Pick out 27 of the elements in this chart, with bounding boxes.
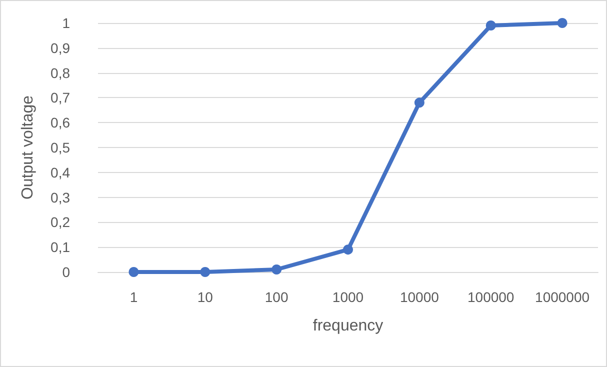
y-tick-label: 0,1 [50,239,70,256]
point [486,20,496,30]
x-tick-label: 1000000 [535,289,590,305]
point [272,264,282,275]
x-tick-label: 10000 [400,289,440,305]
x-tick-label: 10 [197,289,214,305]
y-tick-label: 0,2 [50,214,70,230]
y-tick-label: 0,6 [50,114,70,131]
y-tick-label: 0,5 [50,140,70,156]
y-tick-label: 0,7 [50,90,70,106]
x-tick-label: 100000 [468,289,514,305]
point [343,244,353,255]
point [557,18,568,28]
y-tick-label: 0 [62,264,70,280]
point [200,267,210,277]
x-tick-label: 1 [130,289,138,305]
y-tick-label: 0,4 [50,164,70,180]
y-tick-label: 1 [62,15,70,31]
x-axis-title: frequency [312,318,384,334]
point [414,98,424,108]
y-axis-title: Output voltage [20,95,36,200]
x-tick-label: 100 [264,289,288,305]
y-tick-label: 0,9 [50,40,70,56]
point [128,267,139,277]
y-tick-label: 0,3 [50,189,70,206]
x-tick-label: 1000 [332,289,364,305]
y-tick-label: 0,8 [50,64,70,81]
